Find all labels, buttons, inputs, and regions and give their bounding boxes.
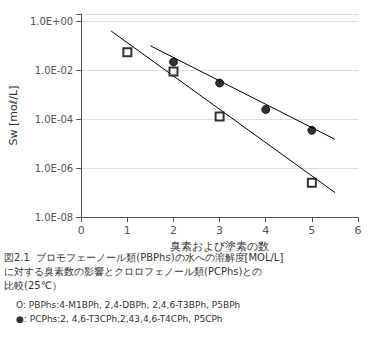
svg-text:0: 0 [78, 224, 85, 237]
svg-text:6: 6 [355, 224, 362, 237]
svg-text:臭素および塗素の数: 臭素および塗素の数 [170, 240, 269, 253]
svg-text:●: PCPhs:2, 4,6-T3CPh,2,43,4,6: ●: PCPhs:2, 4,6-T3CPh,2,43,4,6-T4CPh, P5… [16, 314, 223, 324]
svg-text:1.0E-02: 1.0E-02 [35, 65, 74, 76]
svg-text:2: 2 [170, 224, 177, 237]
svg-text:図2.1 ブロモフェーノール類(PBPhs)の水への溶解度: 図2.1 ブロモフェーノール類(PBPhs)の水への溶解度[MOL/L] [4, 252, 283, 263]
svg-text:に対する臭素数の影響とクロロフェノール類(PCPhs)との: に対する臭素数の影響とクロロフェノール類(PCPhs)との [4, 266, 262, 277]
svg-text:1: 1 [124, 224, 131, 237]
svg-text:3: 3 [216, 224, 223, 237]
svg-text:Sw [moℓ/L]: Sw [moℓ/L] [7, 86, 20, 146]
svg-text:1.0E-08: 1.0E-08 [35, 212, 74, 223]
svg-text:4: 4 [262, 224, 269, 237]
svg-text:O: PBPhs:4-M1BPh, 2,4-DBPh, 2,: O: PBPhs:4-M1BPh, 2,4-DBPh, 2,4,6-T3BPh,… [16, 300, 240, 310]
svg-text:1.0E-04: 1.0E-04 [35, 114, 74, 125]
svg-text:1.0E+00: 1.0E+00 [30, 16, 73, 27]
svg-text:1.0E-06: 1.0E-06 [35, 163, 74, 174]
svg-text:5: 5 [308, 224, 315, 237]
svg-text:比較(25℃）: 比較(25℃） [4, 280, 62, 291]
